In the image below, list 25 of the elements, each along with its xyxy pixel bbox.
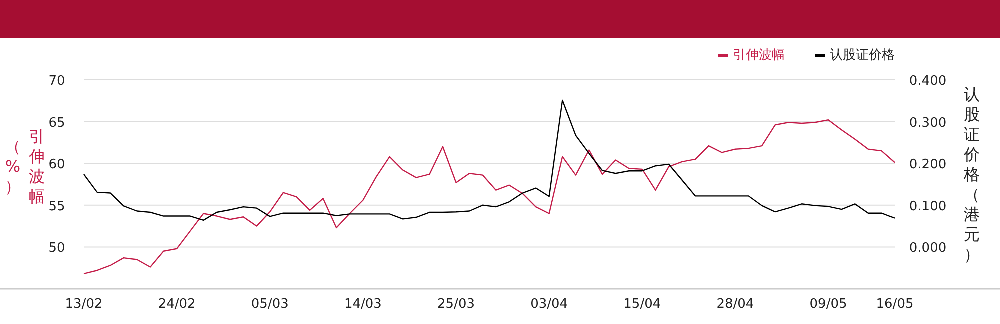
legend-label: 引伸波幅: [733, 48, 785, 63]
line-series: [83, 120, 896, 275]
x-tick-label: 14/03: [344, 297, 382, 312]
x-tick-label: 15/04: [624, 297, 662, 312]
y2-tick-label: 0.000: [909, 241, 947, 256]
y-tick-label: 50: [48, 241, 66, 256]
y-tick-label: 55: [48, 199, 66, 214]
y2-tick-label: 0.300: [909, 116, 947, 131]
y-tick-label: 60: [48, 158, 66, 173]
x-tick-label: 25/03: [438, 297, 475, 312]
y-tick-label: 65: [48, 116, 66, 131]
y-tick-label: 70: [48, 74, 66, 89]
x-tick-label: 28/04: [716, 297, 754, 312]
x-tick-label: 24/02: [158, 297, 196, 312]
legend-label: 认股证价格: [830, 48, 895, 63]
y2-axis-title: 认股证价格（港元）: [964, 85, 980, 264]
y2-tick-label: 0.400: [909, 74, 947, 89]
x-tick-label: 03/04: [530, 297, 568, 312]
x-tick-label: 16/05: [876, 297, 914, 312]
x-tick-label: 05/03: [251, 297, 289, 312]
x-tick-label: 09/05: [810, 297, 848, 312]
y2-tick-label: 0.200: [909, 158, 947, 173]
y2-tick-label: 0.100: [909, 199, 947, 214]
line-series: [83, 100, 896, 222]
x-tick-label: 13/02: [65, 297, 103, 312]
